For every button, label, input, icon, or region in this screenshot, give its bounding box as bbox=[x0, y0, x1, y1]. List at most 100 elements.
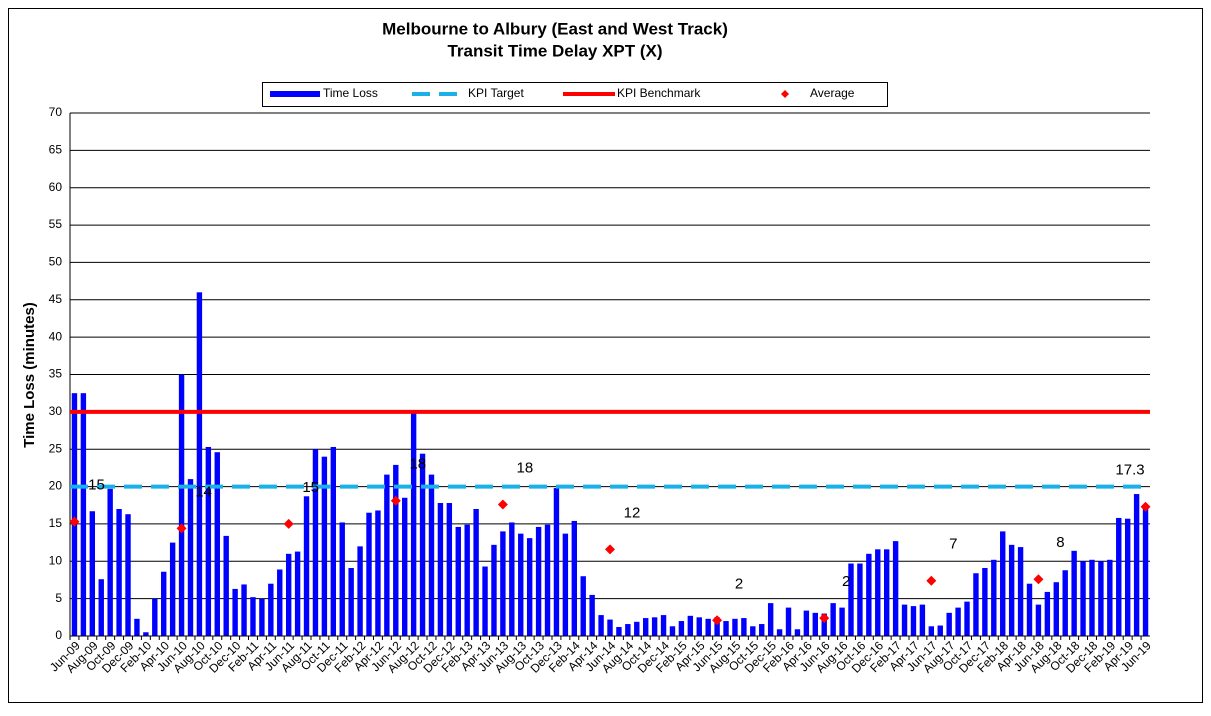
bar bbox=[759, 624, 765, 636]
bar bbox=[1008, 544, 1015, 636]
bar bbox=[500, 531, 506, 636]
average-marker bbox=[176, 523, 187, 534]
chart-title: Melbourne to Albury (East and West Track… bbox=[382, 19, 728, 38]
bar bbox=[794, 629, 801, 636]
bar bbox=[321, 456, 328, 636]
bar bbox=[491, 544, 497, 636]
bar bbox=[1107, 559, 1113, 636]
bar bbox=[687, 615, 694, 636]
y-axis-title: Time Loss (minutes) bbox=[21, 302, 38, 448]
bar bbox=[723, 621, 729, 636]
bar bbox=[375, 510, 381, 636]
bar bbox=[553, 488, 560, 636]
y-tick-label: 15 bbox=[49, 516, 63, 530]
bar bbox=[580, 576, 586, 636]
bar bbox=[366, 512, 372, 636]
bar bbox=[419, 453, 426, 636]
legend-label: KPI Benchmark bbox=[617, 86, 701, 100]
bar bbox=[571, 520, 577, 636]
bar bbox=[71, 393, 78, 636]
bar bbox=[892, 541, 899, 636]
bar bbox=[214, 452, 220, 636]
bar bbox=[1142, 507, 1149, 636]
data-label: 12 bbox=[624, 504, 641, 521]
bar bbox=[1080, 561, 1086, 636]
bar bbox=[857, 563, 863, 636]
chart-border bbox=[8, 8, 1203, 703]
average-marker bbox=[390, 495, 401, 506]
bar bbox=[919, 604, 926, 636]
average-marker bbox=[497, 499, 508, 510]
bar bbox=[669, 626, 676, 636]
bar bbox=[259, 598, 265, 636]
bar bbox=[839, 607, 845, 636]
bar bbox=[678, 621, 685, 636]
bar bbox=[660, 615, 667, 636]
bar bbox=[1026, 583, 1033, 636]
y-tick-label: 20 bbox=[49, 479, 63, 493]
bar bbox=[241, 584, 247, 636]
bar bbox=[143, 632, 149, 636]
bar bbox=[437, 503, 444, 636]
y-tick-label: 10 bbox=[49, 553, 63, 567]
data-label: 18 bbox=[409, 456, 426, 473]
legend-swatch bbox=[270, 91, 320, 97]
bar bbox=[161, 571, 167, 636]
chart-subtitle: Transit Time Delay XPT (X) bbox=[447, 41, 662, 60]
bar bbox=[1098, 561, 1104, 636]
bar bbox=[428, 474, 435, 636]
bar bbox=[446, 503, 453, 636]
y-tick-label: 50 bbox=[49, 255, 63, 269]
y-tick-label: 60 bbox=[49, 180, 63, 194]
y-tick-label: 5 bbox=[55, 591, 62, 605]
bar bbox=[732, 618, 738, 636]
y-tick-label: 30 bbox=[49, 404, 63, 418]
bar bbox=[1071, 550, 1077, 636]
data-label: 18 bbox=[517, 459, 534, 476]
bar bbox=[169, 542, 176, 636]
bar bbox=[303, 496, 310, 636]
data-label: 2 bbox=[842, 573, 850, 590]
average-marker bbox=[926, 575, 937, 586]
bar bbox=[80, 393, 87, 636]
data-label: 15 bbox=[302, 479, 319, 496]
bar bbox=[607, 619, 613, 636]
y-tick-label: 40 bbox=[49, 329, 63, 343]
bar bbox=[518, 533, 524, 636]
bar bbox=[866, 553, 872, 636]
bar bbox=[785, 607, 792, 636]
y-tick-label: 35 bbox=[49, 367, 63, 381]
bar bbox=[937, 625, 943, 636]
bar bbox=[312, 449, 319, 636]
bar bbox=[875, 549, 881, 636]
bar bbox=[589, 594, 595, 636]
bar bbox=[339, 522, 345, 636]
bar bbox=[455, 526, 461, 636]
bar bbox=[1116, 517, 1122, 636]
bar bbox=[982, 568, 988, 636]
bar bbox=[973, 573, 979, 636]
data-label: 15 bbox=[88, 477, 105, 494]
bar bbox=[509, 522, 515, 636]
bar bbox=[750, 626, 756, 636]
bar bbox=[223, 535, 229, 636]
average-marker bbox=[1140, 501, 1151, 512]
bar bbox=[544, 524, 551, 636]
bar bbox=[89, 511, 96, 636]
bar bbox=[634, 621, 640, 636]
y-tick-label: 45 bbox=[49, 292, 63, 306]
average-marker bbox=[819, 613, 830, 624]
bar bbox=[1124, 518, 1131, 636]
bar bbox=[643, 618, 649, 636]
bar bbox=[1062, 570, 1068, 636]
bar bbox=[268, 583, 274, 636]
y-tick-label: 0 bbox=[55, 628, 62, 642]
bar bbox=[1017, 547, 1024, 636]
bar bbox=[348, 568, 354, 636]
average-marker bbox=[283, 518, 294, 529]
average-marker bbox=[69, 516, 80, 527]
data-label: 2 bbox=[735, 575, 743, 592]
bar bbox=[848, 563, 854, 636]
